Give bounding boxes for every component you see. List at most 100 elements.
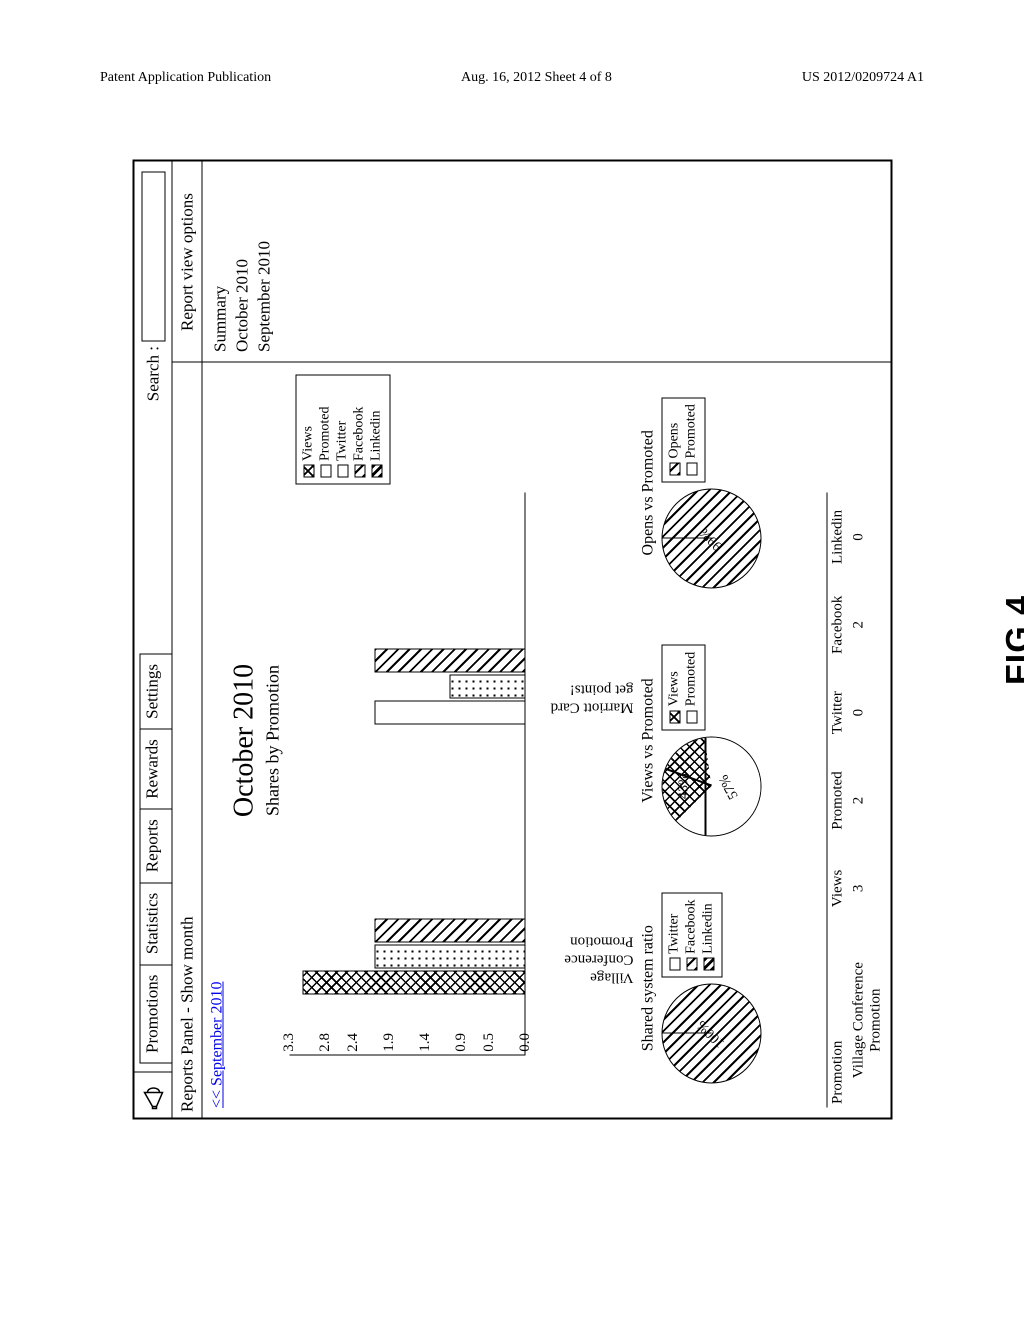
table-header: Promoted bbox=[828, 757, 849, 845]
legend-swatch bbox=[686, 710, 697, 723]
tab-rewards[interactable]: Rewards bbox=[140, 728, 172, 809]
pie-block: Views vs Promoted43%57% ViewsPromoted bbox=[640, 621, 762, 861]
report-view-options-header: Report view options bbox=[173, 162, 202, 362]
y-tick: 1.4 bbox=[417, 1033, 434, 1059]
reports-panel-title: Reports Panel - Show month bbox=[173, 362, 202, 1118]
patent-header-center: Aug. 16, 2012 Sheet 4 of 8 bbox=[461, 70, 612, 86]
legend-label: Facebook bbox=[352, 407, 368, 461]
tab-statistics[interactable]: Statistics bbox=[140, 882, 172, 965]
table-header: Views bbox=[828, 844, 849, 932]
patent-header-left: Patent Application Publication bbox=[100, 70, 271, 86]
legend-label: Views bbox=[667, 671, 683, 706]
legend-label: Promoted bbox=[318, 407, 334, 461]
bar-views bbox=[374, 701, 524, 725]
tab-settings[interactable]: Settings bbox=[140, 653, 172, 730]
pie-slice-label: 43% bbox=[676, 773, 692, 799]
table-header: Promotion bbox=[828, 932, 849, 1108]
pie-title: Shared system ratio bbox=[640, 868, 658, 1108]
legend-row: Opens bbox=[667, 404, 683, 475]
legend-row: Promoted bbox=[318, 382, 334, 478]
legend-swatch bbox=[686, 958, 697, 971]
legend-row: Facebook bbox=[352, 382, 368, 478]
legend-label: Promoted bbox=[684, 404, 700, 458]
figure-label: FIG.4 bbox=[1000, 595, 1024, 685]
megaphone-icon bbox=[138, 1081, 168, 1111]
legend-row: Linkedin bbox=[701, 899, 717, 970]
legend-row: Views bbox=[301, 382, 317, 478]
patent-header-right: US 2012/0209724 A1 bbox=[802, 70, 924, 86]
legend-swatch bbox=[686, 463, 697, 476]
pie-chart: 99% bbox=[662, 489, 762, 589]
chart-subtitle: Shares by Promotion bbox=[263, 373, 284, 1108]
legend-swatch bbox=[669, 463, 680, 476]
report-option-sep2010[interactable]: September 2010 bbox=[255, 172, 275, 352]
bar-promoted bbox=[374, 945, 524, 969]
bar-promoted bbox=[449, 675, 524, 699]
legend-row: Linkedin bbox=[369, 382, 385, 478]
table-header: Twitter bbox=[828, 669, 849, 757]
y-tick: 1.9 bbox=[381, 1033, 398, 1059]
legend-label: Facebook bbox=[684, 899, 700, 953]
prev-month-link[interactable]: << September 2010 bbox=[209, 982, 226, 1108]
app-logo bbox=[135, 1072, 172, 1118]
y-tick: 0.0 bbox=[517, 1033, 534, 1059]
pie-chart: 43%57% bbox=[662, 736, 762, 836]
legend-swatch bbox=[354, 465, 365, 478]
legend-label: Opens bbox=[667, 423, 683, 459]
pie-block: Shared system ratio100% TwitterFacebookLi… bbox=[640, 868, 762, 1108]
table-cell: 2 bbox=[849, 581, 887, 669]
pie-slice-label: 99% bbox=[697, 524, 726, 553]
table-cell: 0 bbox=[849, 493, 887, 581]
legend-row: Twitter bbox=[335, 382, 351, 478]
bar-views bbox=[303, 971, 525, 995]
table-cell: 2 bbox=[849, 757, 887, 845]
report-option-oct2010[interactable]: October 2010 bbox=[233, 172, 253, 352]
pie-legend: OpensPromoted bbox=[662, 397, 706, 482]
y-tick: 0.9 bbox=[453, 1033, 470, 1059]
table-header: Linkedin bbox=[828, 493, 849, 581]
legend-swatch bbox=[320, 465, 331, 478]
y-tick: 3.3 bbox=[281, 1033, 298, 1059]
legend-row: Facebook bbox=[684, 899, 700, 970]
pie-legend: TwitterFacebookLinkedin bbox=[662, 892, 723, 977]
pie-chart: 100% bbox=[662, 984, 762, 1084]
report-view-options: Summary October 2010 September 2010 bbox=[203, 162, 891, 362]
shares-by-promotion-chart: 3.32.82.41.91.40.90.50.0 ViewsPromotedTw… bbox=[290, 493, 550, 1082]
legend-label: Twitter bbox=[335, 421, 351, 461]
search-label: Search : bbox=[143, 346, 163, 401]
table-cell: 3 bbox=[849, 844, 887, 932]
summary-table: PromotionViewsPromotedTwitterFacebookLin… bbox=[827, 493, 887, 1108]
x-category-label: Promotion bbox=[570, 933, 633, 950]
pie-legend: ViewsPromoted bbox=[662, 645, 706, 730]
tab-reports[interactable]: Reports bbox=[140, 808, 172, 883]
bar-group bbox=[374, 649, 524, 725]
chart-month-title: October 2010 bbox=[229, 373, 261, 1108]
table-header: Facebook bbox=[828, 581, 849, 669]
bar-facebook bbox=[374, 649, 524, 673]
legend-label: Twitter bbox=[667, 914, 683, 954]
legend-swatch bbox=[371, 465, 382, 478]
legend-swatch bbox=[669, 710, 680, 723]
x-category-label: Conference bbox=[564, 951, 633, 968]
x-category-label: get points! bbox=[570, 681, 634, 698]
pie-title: Opens vs Promoted bbox=[640, 373, 658, 613]
y-tick: 2.4 bbox=[345, 1033, 362, 1059]
top-bar: Promotions Statistics Reports Rewards Se… bbox=[135, 162, 173, 1118]
search-input[interactable] bbox=[141, 172, 165, 342]
tab-promotions[interactable]: Promotions bbox=[140, 964, 172, 1064]
table-cell: Village Conference Promotion bbox=[849, 932, 887, 1108]
legend-row: Promoted bbox=[684, 404, 700, 475]
bar-facebook bbox=[374, 919, 524, 943]
pie-charts-row: Shared system ratio100% TwitterFacebookLi… bbox=[640, 373, 762, 1108]
bar-group bbox=[303, 919, 525, 995]
legend-swatch bbox=[303, 465, 314, 478]
reports-panel-window: Promotions Statistics Reports Rewards Se… bbox=[133, 160, 893, 1120]
pie-title: Views vs Promoted bbox=[640, 621, 658, 861]
report-option-summary[interactable]: Summary bbox=[211, 172, 231, 352]
y-tick: 2.8 bbox=[317, 1033, 334, 1059]
legend-row: Promoted bbox=[684, 652, 700, 723]
pie-block: Opens vs Promoted 99% OpensPromoted bbox=[640, 373, 762, 613]
legend-row: Twitter bbox=[667, 899, 683, 970]
legend-label: Linkedin bbox=[701, 903, 717, 954]
tab-bar: Promotions Statistics Reports Rewards Se… bbox=[140, 655, 172, 1064]
